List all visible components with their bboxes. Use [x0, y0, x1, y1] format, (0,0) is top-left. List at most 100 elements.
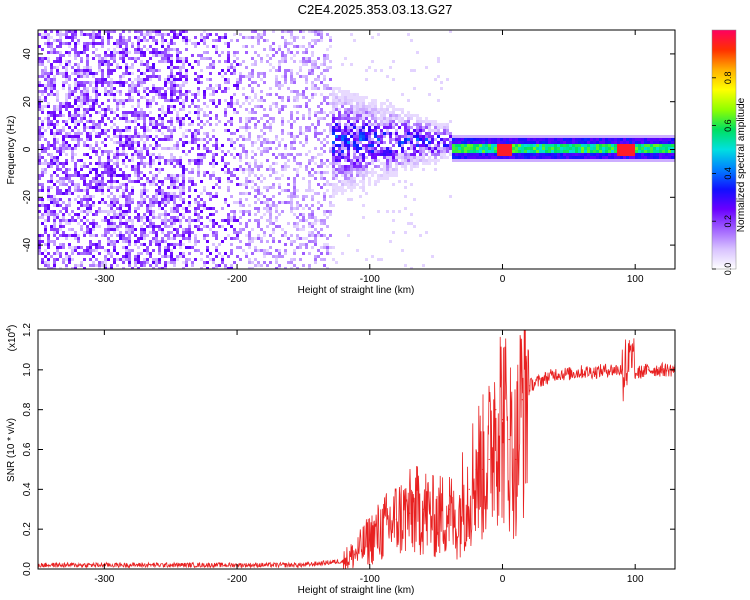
spectrogram-cell — [128, 135, 131, 138]
spectrogram-cell — [92, 126, 95, 129]
spectrogram-cell — [602, 135, 605, 138]
spectrogram-cell — [623, 156, 626, 159]
spectrogram-cell — [251, 228, 254, 231]
spectrogram-cell — [155, 225, 158, 228]
spectrogram-cell — [113, 81, 116, 84]
spectrogram-cell — [581, 156, 584, 159]
spectrogram-cell — [545, 144, 548, 147]
spectrogram-cell — [215, 162, 218, 165]
spectrogram-cell — [626, 138, 629, 141]
spectrogram-cell — [311, 87, 314, 90]
spectrogram-cell — [188, 219, 191, 222]
spectrogram-cell — [335, 261, 338, 264]
spectrogram-cell — [71, 192, 74, 195]
spectrogram-cell — [323, 54, 326, 57]
spectrogram-cell — [221, 168, 224, 171]
spectrogram-cell — [65, 30, 68, 33]
spectrogram-cell — [200, 198, 203, 201]
spectrogram-cell — [638, 138, 641, 141]
spectrogram-cell — [443, 147, 446, 150]
spectrogram-cell — [227, 42, 230, 45]
spectrogram-cell — [506, 138, 509, 141]
spectrogram-cell — [374, 129, 377, 132]
spectrogram-cell — [122, 222, 125, 225]
spectrogram-cell — [335, 105, 338, 108]
spectrogram-cell — [86, 126, 89, 129]
spectrogram-cell — [134, 150, 137, 153]
spectrogram-cell — [539, 159, 542, 162]
spectrogram-cell — [626, 150, 629, 153]
spectrogram-cell — [266, 39, 269, 42]
spectrogram-cell — [110, 267, 113, 269]
spectrogram-cell — [401, 162, 404, 165]
spectrogram-cell — [146, 216, 149, 219]
spectrogram-cell — [275, 138, 278, 141]
spectrogram-cell — [542, 150, 545, 153]
spectrogram-cell — [326, 135, 329, 138]
spectrogram-cell — [146, 195, 149, 198]
spectrogram-cell — [212, 99, 215, 102]
spectrogram-cell — [179, 78, 182, 81]
spectrogram-cell — [122, 129, 125, 132]
spectrogram-cell — [74, 123, 77, 126]
spectrogram-cell — [440, 123, 443, 126]
spectrogram-cell — [143, 156, 146, 159]
spectrogram-cell — [68, 42, 71, 45]
spectrogram-cell — [293, 60, 296, 63]
spectrogram-cell — [50, 48, 53, 51]
spectrogram-cell — [590, 150, 593, 153]
spectrogram-cell — [446, 150, 449, 153]
spectrogram-cell — [371, 150, 374, 153]
spectrogram-cell — [362, 126, 365, 129]
spectrogram-cell — [425, 123, 428, 126]
spectrogram-cell — [356, 150, 359, 153]
spectrogram-cell — [152, 198, 155, 201]
spectrogram-cell — [398, 117, 401, 120]
spectrogram-cell — [629, 147, 632, 150]
spectrogram-cell — [71, 156, 74, 159]
spectrogram-cell — [98, 225, 101, 228]
spectrogram-cell — [161, 201, 164, 204]
spectrogram-cell — [272, 162, 275, 165]
spectrogram-cell — [479, 156, 482, 159]
spectrogram-cell — [545, 156, 548, 159]
spectrogram-cell — [260, 135, 263, 138]
spectrogram-cell — [110, 69, 113, 72]
spectrogram-cell — [395, 156, 398, 159]
spectrogram-cell — [179, 138, 182, 141]
spectrogram-cell — [56, 249, 59, 252]
spectrogram-cell — [185, 36, 188, 39]
spectrogram-cell — [77, 138, 80, 141]
spectrogram-cell — [182, 231, 185, 234]
spectrogram-cell — [116, 180, 119, 183]
spectrogram-cell — [101, 165, 104, 168]
spectrogram-cell — [290, 78, 293, 81]
spectrogram-cell — [248, 231, 251, 234]
spectrogram-cell — [116, 264, 119, 267]
spectrogram-cell — [587, 138, 590, 141]
spectrogram-cell — [68, 45, 71, 48]
spectrogram-cell — [77, 54, 80, 57]
spectrogram-cell — [266, 54, 269, 57]
spectrogram-cell — [167, 51, 170, 54]
spectrogram-cell — [71, 249, 74, 252]
spectrogram-cell — [446, 126, 449, 129]
spectrogram-cell — [101, 219, 104, 222]
spectrogram-cell — [59, 204, 62, 207]
spectrogram-cell — [38, 108, 41, 111]
spectrogram-cell — [38, 60, 41, 63]
spectrogram-cell — [56, 168, 59, 171]
spectrogram-cell — [143, 183, 146, 186]
spectrogram-cell — [368, 129, 371, 132]
spectrogram-cell — [536, 156, 539, 159]
spectrogram-cell — [143, 216, 146, 219]
spectrogram-cell — [503, 156, 506, 159]
spectrogram-cell — [107, 162, 110, 165]
spectrogram-cell — [164, 51, 167, 54]
spectrogram-cell — [176, 174, 179, 177]
spectrogram-cell — [524, 150, 527, 153]
spectrogram-cell — [41, 108, 44, 111]
spectrogram-cell — [71, 180, 74, 183]
spectrogram-cell — [359, 159, 362, 162]
spectrogram-cell — [245, 126, 248, 129]
